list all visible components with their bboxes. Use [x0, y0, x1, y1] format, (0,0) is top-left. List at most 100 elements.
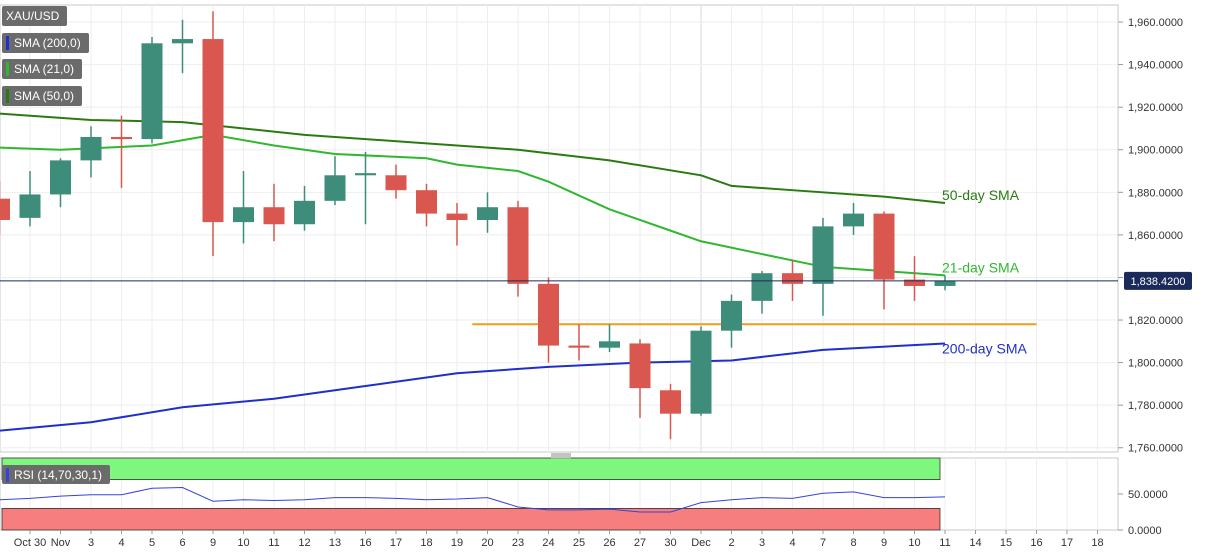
y-tick-label: 1,820.0000: [1128, 315, 1183, 327]
sma200-line: [0, 342, 946, 432]
x-tick-label: 11: [268, 537, 279, 549]
candle-body: [446, 213, 468, 220]
y-tick-label: 1,760.0000: [1128, 443, 1183, 455]
candle-body: [782, 273, 803, 284]
x-tick-label: Nov: [51, 537, 71, 549]
legend-symbol: XAU/USD: [2, 6, 68, 26]
candle-body: [538, 283, 559, 346]
x-tick-label: 9: [210, 537, 216, 549]
legend-sma50[interactable]: SMA (50,0): [2, 86, 83, 106]
candle-body: [812, 226, 834, 284]
sma-labels: 50-day SMA 21-day SMA 200-day SMA: [942, 187, 1027, 356]
candles: [0, 11, 956, 440]
y-tick-label: 1,940.0000: [1128, 60, 1183, 72]
candle-body: [568, 345, 590, 348]
legend-sma200-text: SMA (200,0): [14, 36, 81, 50]
rsi-panel: 50.0000 0.0000: [0, 457, 1168, 537]
x-tick-label: 17: [390, 537, 402, 549]
rsi-y-tick-label: 0.0000: [1128, 525, 1162, 537]
x-axis: Oct 30 Nov 3 4 5 6 9 10 11 12 13 16 17 18 19 20 23 24 25 26…: [14, 530, 1104, 549]
x-tick-label: 14: [969, 537, 981, 549]
x-tick-label: 3: [759, 537, 765, 549]
x-tick-label: 10: [908, 537, 920, 549]
candle-body: [416, 190, 437, 214]
legend-sma21-text: SMA (21,0): [14, 62, 75, 76]
y-tick-label: 1,780.0000: [1128, 400, 1183, 412]
sma200-label: 200-day SMA: [942, 340, 1027, 356]
sma50-label: 50-day SMA: [942, 187, 1020, 203]
candle-body: [141, 43, 163, 140]
legend-sma21[interactable]: SMA (21,0): [2, 59, 83, 79]
candle-body: [934, 280, 956, 286]
legend-sma50-text: SMA (50,0): [14, 89, 75, 103]
candle-body: [111, 136, 132, 140]
x-tick-label: 18: [1091, 537, 1103, 549]
candle-body: [873, 213, 895, 280]
legend-symbol-text: XAU/USD: [6, 9, 60, 23]
candle-body: [202, 39, 224, 223]
candle-body: [660, 390, 681, 414]
x-tick-label: 7: [820, 537, 826, 549]
x-tick-label: 30: [664, 537, 676, 549]
candle-body: [599, 341, 620, 348]
sma200-swatch-icon: [6, 36, 9, 50]
x-tick-label: 4: [789, 537, 795, 549]
candle-body: [904, 279, 925, 286]
y-tick-label: 1,800.0000: [1128, 358, 1183, 370]
x-tick-label: 3: [88, 537, 94, 549]
y-tick-label: 1,860.0000: [1128, 230, 1183, 242]
candle-body: [324, 175, 346, 201]
y-tick-label: 1,900.0000: [1128, 145, 1183, 157]
x-tick-label: 10: [237, 537, 249, 549]
x-tick-label: 16: [1030, 537, 1042, 549]
rsi-oversold-band: [1, 507, 941, 531]
sma-lines: [0, 112, 946, 432]
x-tick-label: 19: [451, 537, 463, 549]
x-tick-label: 6: [179, 537, 185, 549]
sma50-line: [0, 112, 946, 204]
legend-rsi[interactable]: RSI (14,70,30,1): [2, 465, 111, 484]
candle-body: [50, 160, 71, 195]
last-price-group: 1,838.4200: [0, 271, 1192, 290]
legend-rsi-text: RSI (14,70,30,1): [14, 467, 103, 482]
x-tick-label: 16: [359, 537, 371, 549]
candle-body: [0, 198, 10, 220]
candle-body: [355, 173, 376, 176]
candle-body: [477, 207, 498, 220]
x-tick-label: Dec: [691, 537, 711, 549]
x-tick-label: Oct 30: [14, 537, 46, 549]
y-tick-label: 1,880.0000: [1128, 187, 1183, 199]
candle-body: [629, 343, 651, 389]
y-tick-label: 1,920.0000: [1128, 102, 1183, 114]
legend-sma200[interactable]: SMA (200,0): [2, 33, 89, 53]
x-tick-label: 27: [634, 537, 646, 549]
sma50-swatch-icon: [6, 89, 9, 103]
candle-body: [19, 194, 41, 218]
x-tick-label: 25: [573, 537, 585, 549]
x-tick-label: 2: [728, 537, 734, 549]
x-tick-label: 4: [118, 537, 124, 549]
x-tick-label: 8: [850, 537, 856, 549]
last-price-tag: [1124, 271, 1192, 290]
x-tick-label: 15: [1000, 537, 1012, 549]
panel-splitter[interactable]: [551, 453, 571, 459]
sma21-swatch-icon: [6, 62, 9, 76]
rsi-line: [0, 487, 946, 513]
sma21-line: [0, 133, 946, 277]
candle-body: [751, 273, 773, 301]
x-tick-label: 24: [542, 537, 554, 549]
price-y-axis: 1,960.0000 1,940.0000 1,920.0000 1,900.0000…: [1118, 17, 1183, 455]
rsi-swatch-icon: [6, 467, 9, 482]
y-tick-label: 1,960.0000: [1128, 17, 1183, 29]
candle-body: [385, 175, 407, 191]
x-tick-label: 12: [298, 537, 310, 549]
candle-body: [233, 207, 254, 223]
rsi-y-tick-label: 50.0000: [1128, 489, 1168, 501]
candle-body: [507, 207, 529, 284]
rsi-overbought-band: [1, 457, 941, 481]
candle-body: [690, 330, 712, 414]
candle-body: [721, 300, 742, 331]
candle-body: [263, 207, 285, 225]
x-tick-label: 9: [881, 537, 887, 549]
